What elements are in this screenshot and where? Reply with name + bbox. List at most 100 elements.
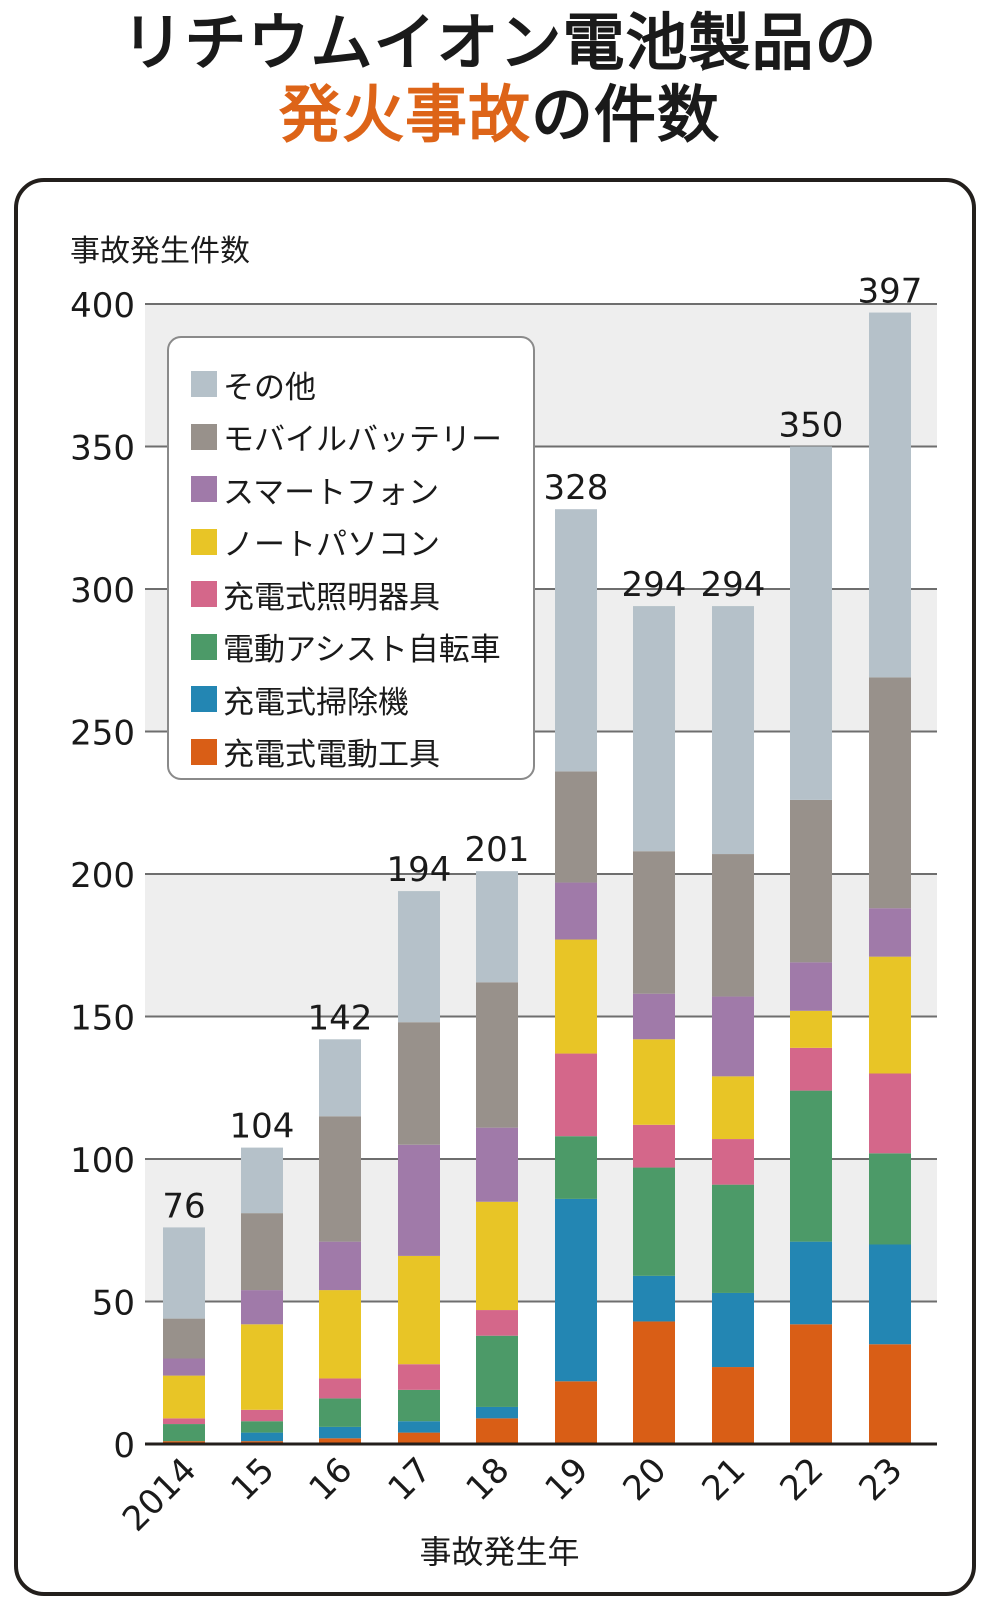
bar-segment [633, 606, 675, 852]
bar-segment [869, 1073, 911, 1154]
bar-total-label: 294 [701, 565, 766, 605]
bar-total-label: 294 [622, 565, 687, 605]
y-tick-label: 50 [92, 1284, 135, 1324]
bar-segment [476, 1201, 518, 1311]
bar-segment [476, 1406, 518, 1419]
legend-label: モバイルバッテリー [223, 422, 502, 459]
legend-swatch [191, 633, 217, 660]
bar-segment [555, 939, 597, 1054]
bar-total-label: 397 [858, 272, 923, 312]
bar-segment [241, 1324, 283, 1410]
bar-segment [712, 1184, 754, 1293]
bar-segment [319, 1378, 361, 1399]
bar-segment [476, 1127, 518, 1202]
bar-segment [398, 1022, 440, 1145]
bar-total-label: 142 [308, 998, 373, 1038]
bar-segment [319, 1290, 361, 1379]
bar-segment [241, 1432, 283, 1442]
bar-segment [476, 1310, 518, 1336]
x-tick-label: 19 [537, 1450, 596, 1509]
bar-segment [633, 851, 675, 994]
x-tick-label: 18 [458, 1450, 517, 1509]
bar-segment [869, 908, 911, 957]
bar-segment [555, 1381, 597, 1444]
bar-total-label: 104 [230, 1107, 295, 1147]
bar-segment [398, 1389, 440, 1422]
bar-segment [790, 1090, 832, 1242]
legend-swatch [191, 686, 217, 713]
bar-segment [163, 1418, 205, 1425]
bar-segment [712, 854, 754, 997]
bar-segment [869, 1344, 911, 1444]
bar-segment [398, 1432, 440, 1444]
legend-label: 充電式電動工具 [223, 737, 440, 774]
bar-segment [319, 1398, 361, 1427]
bar-segment [163, 1424, 205, 1442]
legend-swatch [191, 371, 217, 398]
bar-total-label: 201 [465, 830, 530, 870]
bar-segment [555, 1136, 597, 1199]
bar-segment [241, 1290, 283, 1325]
bar-segment [869, 1244, 911, 1345]
legend-swatch [191, 476, 217, 503]
legend-item: 電動アシスト自転車 [191, 621, 533, 674]
bar-segment [790, 1010, 832, 1048]
bar-segment [869, 312, 911, 678]
chart-title-line1: リチウムイオン電池製品の [0, 12, 999, 74]
bar-segment [555, 771, 597, 883]
legend-label: ノートパソコン [223, 527, 440, 564]
bar-segment [555, 509, 597, 772]
bar-segment [790, 799, 832, 963]
bar-segment [869, 956, 911, 1074]
y-tick-label: 150 [70, 999, 135, 1039]
legend: その他モバイルバッテリー スマートフォン ノートパソコン 充電式照明器具電動アシスト自… [167, 336, 535, 780]
legend-swatch [191, 581, 217, 608]
x-tick-label: 20 [615, 1450, 674, 1509]
y-tick-label: 200 [70, 856, 135, 896]
bar-segment [555, 882, 597, 940]
x-tick-label: 22 [772, 1450, 831, 1509]
legend-item: 充電式電動工具 [191, 726, 533, 779]
bar-segment [319, 1039, 361, 1117]
bar-segment [241, 1213, 283, 1291]
bar-segment [163, 1375, 205, 1419]
bar-total-label: 350 [779, 406, 844, 446]
bar-total-label: 76 [162, 1186, 205, 1226]
bar-segment [398, 1364, 440, 1390]
bar-segment [869, 677, 911, 909]
bar-segment [319, 1241, 361, 1291]
bar-segment [790, 1324, 832, 1444]
legend-swatch [191, 423, 217, 450]
bar-segment [633, 1321, 675, 1444]
bar-segment [555, 1053, 597, 1137]
legend-label: スマートフォン [223, 474, 440, 511]
bar-segment [790, 1241, 832, 1325]
bar-segment [790, 446, 832, 800]
x-tick-label: 17 [380, 1450, 439, 1509]
bar-segment [241, 1147, 283, 1214]
bar-segment [319, 1426, 361, 1439]
x-tick-label: 23 [851, 1450, 910, 1509]
bar-segment [869, 1153, 911, 1245]
bar-segment [712, 606, 754, 855]
y-tick-label: 250 [70, 714, 135, 754]
bar-segment [633, 1167, 675, 1276]
legend-label: 電動アシスト自転車 [223, 632, 501, 669]
legend-label: その他 [223, 369, 316, 406]
x-axis-label: 事故発生年 [419, 1533, 580, 1571]
legend-label: 充電式照明器具 [223, 579, 440, 616]
bar-total-label: 194 [387, 850, 452, 890]
bar-segment [633, 1124, 675, 1168]
y-axis-label: 事故発生件数 [70, 234, 250, 269]
bar-segment [476, 1335, 518, 1407]
bar-segment [241, 1409, 283, 1422]
legend-swatch [191, 738, 217, 765]
title-line2-text: の件数 [531, 78, 721, 151]
x-tick-label: 16 [301, 1450, 360, 1509]
y-tick-label: 300 [70, 571, 135, 611]
bar-segment [163, 1227, 205, 1319]
legend-item: モバイルバッテリー [191, 411, 533, 464]
y-tick-label: 100 [70, 1141, 135, 1181]
bar-segment [712, 1367, 754, 1444]
